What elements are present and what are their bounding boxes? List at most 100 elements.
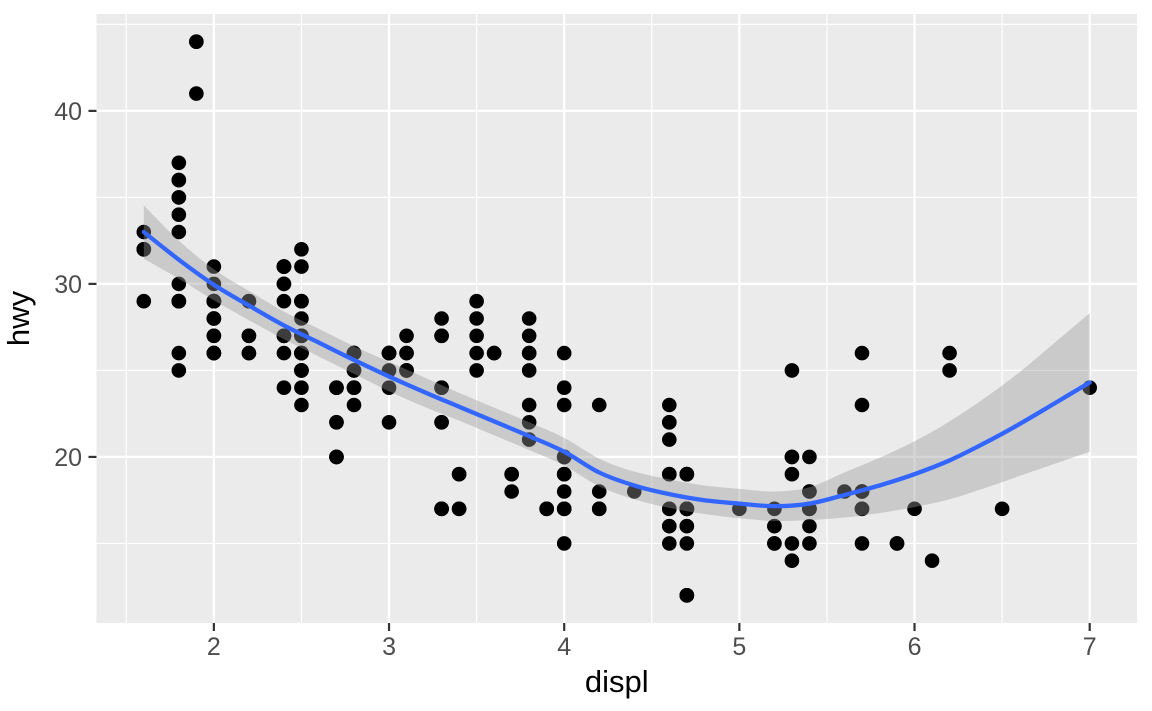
data-point (854, 345, 870, 361)
data-point (276, 276, 292, 292)
data-point (189, 86, 204, 101)
data-point (206, 328, 222, 344)
data-point (171, 276, 187, 292)
x-tick-label: 6 (908, 633, 922, 661)
data-point (556, 466, 572, 482)
data-point (784, 536, 800, 551)
data-point (802, 518, 817, 534)
data-point (539, 501, 554, 517)
data-point (767, 518, 782, 534)
y-tick-label: 40 (54, 98, 82, 126)
data-point (276, 259, 292, 274)
data-point (294, 363, 309, 378)
data-point (521, 328, 537, 344)
smooth-line-layer (141, 229, 1092, 509)
data-point (399, 363, 414, 378)
data-point (381, 380, 397, 396)
x-tick-label: 3 (382, 633, 396, 661)
data-point (556, 484, 572, 499)
data-point (399, 345, 414, 361)
data-point (662, 432, 677, 447)
data-point (784, 363, 800, 378)
data-point (784, 466, 800, 482)
data-point (556, 501, 572, 517)
data-point (469, 293, 484, 309)
data-point (171, 293, 187, 309)
data-point (679, 501, 695, 517)
data-point (294, 293, 309, 309)
data-point (294, 311, 309, 326)
data-point (136, 241, 152, 257)
y-axis-title: hwy (1, 290, 36, 346)
data-point (434, 380, 449, 396)
data-point (171, 224, 187, 240)
axes-layer: 2 3 4 5 6 7 20 30 40 (54, 98, 1096, 661)
data-point (136, 293, 152, 309)
data-point (434, 415, 449, 430)
data-point (591, 484, 607, 499)
data-point (679, 466, 695, 482)
data-point (206, 259, 222, 274)
x-tick-label: 5 (732, 633, 746, 661)
data-point (521, 397, 537, 413)
data-point (346, 397, 362, 413)
data-point (994, 501, 1010, 517)
data-point (802, 449, 817, 465)
x-axis-title: displ (585, 664, 649, 699)
data-point (942, 363, 957, 378)
data-point (451, 466, 467, 482)
data-point (854, 536, 870, 551)
data-point (556, 536, 572, 551)
data-point (171, 172, 187, 188)
data-point (381, 415, 397, 430)
data-point (521, 363, 537, 378)
data-point (451, 501, 467, 517)
data-point (469, 345, 484, 361)
data-point (662, 536, 677, 551)
data-point (294, 241, 309, 257)
x-tick-label: 7 (1083, 633, 1097, 661)
data-point (521, 345, 537, 361)
data-point (591, 501, 607, 517)
data-point (662, 466, 677, 482)
data-point (767, 536, 782, 551)
data-point (556, 397, 572, 413)
data-point (171, 155, 187, 171)
data-point (802, 484, 817, 499)
data-point (294, 345, 309, 361)
smooth-line (141, 229, 1092, 509)
data-point (294, 259, 309, 274)
data-point (434, 311, 449, 326)
data-point (469, 363, 484, 378)
data-point (276, 345, 292, 361)
y-tick-label: 20 (54, 444, 82, 472)
confidence-band-layer (143, 205, 1090, 521)
data-point (662, 397, 677, 413)
data-point (294, 380, 309, 396)
data-point (241, 345, 257, 361)
data-point (189, 34, 204, 49)
data-point (434, 328, 449, 344)
data-point (241, 328, 257, 344)
data-point (784, 449, 800, 465)
confidence-band (143, 205, 1090, 521)
data-point (802, 536, 817, 551)
data-point (381, 345, 397, 361)
data-point (662, 501, 677, 517)
data-point (276, 380, 292, 396)
x-tick-label: 4 (557, 633, 571, 661)
data-point (854, 397, 870, 413)
data-point (294, 397, 309, 413)
data-point (276, 328, 292, 344)
data-point (854, 501, 870, 517)
y-tick-label: 30 (54, 271, 82, 299)
data-point (504, 466, 519, 482)
data-point (889, 536, 905, 551)
data-point (679, 518, 695, 534)
data-point (556, 345, 572, 361)
data-point (206, 293, 222, 309)
data-point (486, 345, 502, 361)
data-point (346, 380, 362, 396)
